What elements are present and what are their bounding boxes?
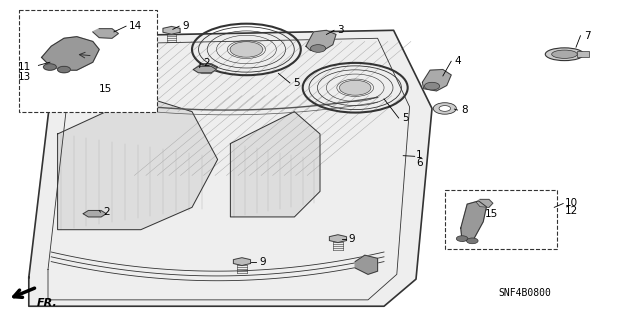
Polygon shape: [195, 64, 218, 73]
Bar: [445, 190, 557, 249]
Text: 2: 2: [204, 58, 210, 68]
Text: 15: 15: [485, 209, 499, 219]
Circle shape: [58, 66, 70, 73]
Text: 11: 11: [18, 62, 31, 72]
Ellipse shape: [230, 42, 263, 57]
Ellipse shape: [545, 48, 584, 61]
Polygon shape: [163, 26, 180, 34]
Text: 6: 6: [416, 158, 422, 168]
Polygon shape: [42, 37, 99, 70]
Bar: [577, 51, 589, 57]
Polygon shape: [58, 96, 218, 230]
Polygon shape: [355, 255, 378, 274]
Text: 9: 9: [349, 234, 355, 244]
Text: 15: 15: [99, 84, 113, 94]
Text: SNF4B0800: SNF4B0800: [499, 288, 551, 299]
Circle shape: [424, 82, 440, 90]
Polygon shape: [330, 235, 346, 242]
Text: 5: 5: [293, 78, 300, 88]
Text: 4: 4: [454, 56, 461, 66]
Text: 10: 10: [564, 197, 578, 208]
Circle shape: [456, 236, 468, 241]
Circle shape: [433, 103, 456, 114]
Text: FR.: FR.: [37, 298, 58, 308]
Polygon shape: [230, 112, 320, 217]
Text: 1: 1: [416, 150, 422, 160]
Polygon shape: [83, 211, 106, 217]
Text: 12: 12: [564, 205, 578, 216]
Text: 14: 14: [129, 21, 143, 31]
Text: 7: 7: [584, 31, 590, 41]
Circle shape: [310, 45, 326, 52]
Circle shape: [439, 106, 451, 111]
Polygon shape: [461, 201, 486, 241]
Polygon shape: [422, 70, 451, 91]
Polygon shape: [193, 66, 216, 73]
Polygon shape: [306, 30, 336, 50]
Polygon shape: [234, 258, 250, 265]
Circle shape: [44, 64, 56, 70]
Polygon shape: [93, 29, 118, 38]
Text: 9: 9: [259, 257, 266, 267]
Bar: [19, 10, 157, 112]
Text: 5: 5: [402, 113, 408, 123]
Text: 13: 13: [18, 72, 31, 82]
Text: 8: 8: [461, 105, 467, 115]
Polygon shape: [29, 30, 432, 306]
Text: 3: 3: [337, 25, 344, 35]
Polygon shape: [476, 199, 493, 207]
Ellipse shape: [339, 80, 371, 95]
Text: 2: 2: [104, 207, 110, 217]
Text: 9: 9: [182, 21, 189, 31]
Circle shape: [467, 238, 478, 244]
Ellipse shape: [552, 50, 577, 58]
